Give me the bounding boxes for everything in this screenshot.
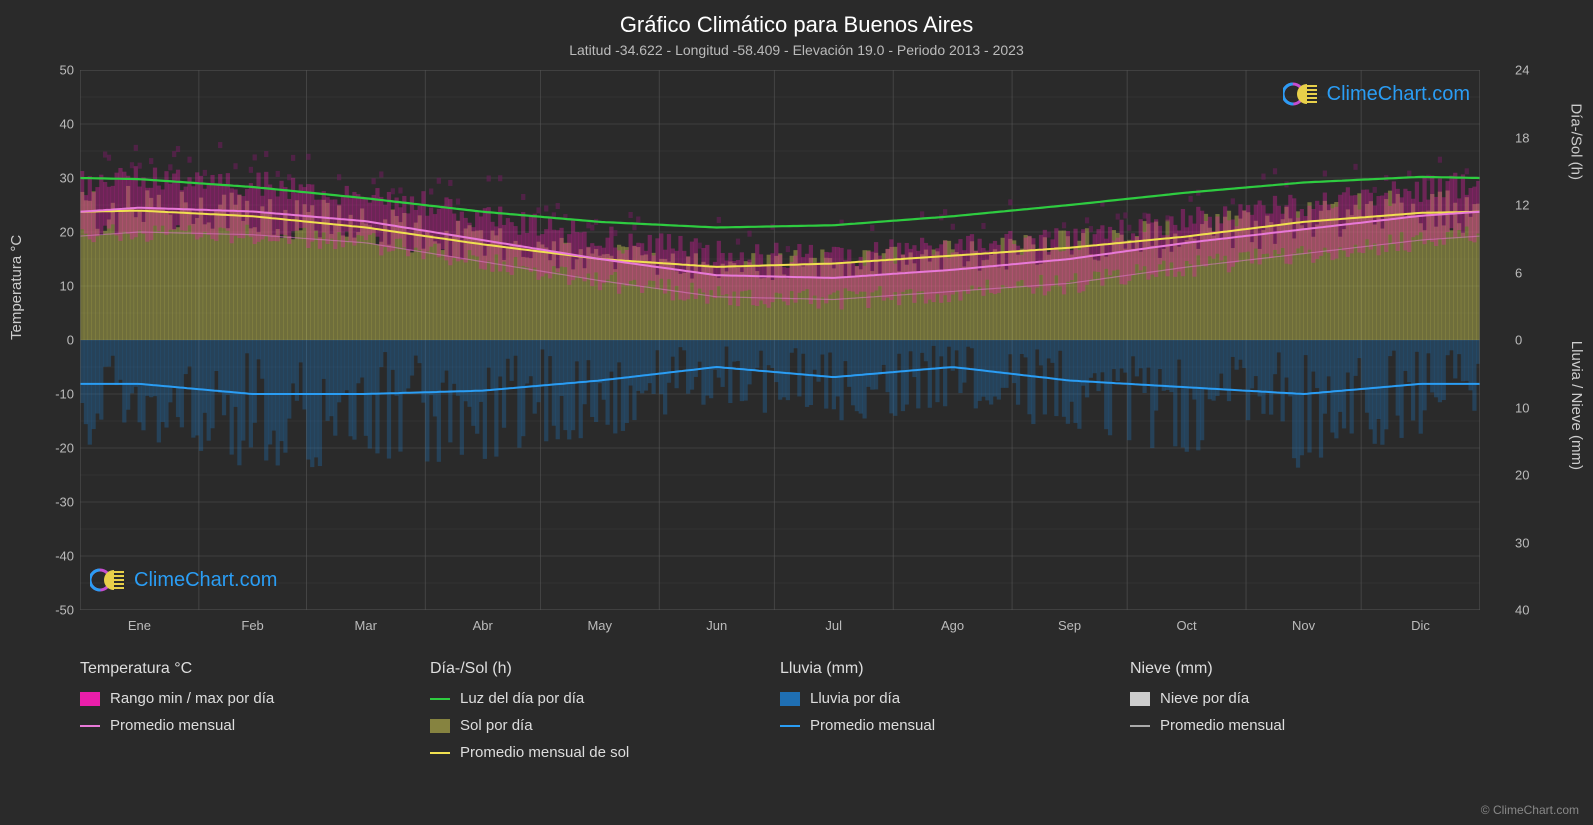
ytick-right: 10 [1515, 400, 1555, 415]
legend-item-sun: Sol por día [430, 717, 780, 734]
xtick-month: Jun [687, 618, 747, 633]
legend-col-snow: Nieve (mm) Nieve por día Promedio mensua… [1130, 660, 1480, 771]
legend-item-snow-daily: Nieve por día [1130, 690, 1480, 707]
chart-container: Gráfico Climático para Buenos Aires Lati… [0, 0, 1593, 825]
xtick-month: Mar [336, 618, 396, 633]
ytick-right: 24 [1515, 63, 1555, 78]
legend-col-temp: Temperatura °C Rango min / max por día P… [80, 660, 430, 771]
swatch-temp-avg [80, 725, 100, 727]
y-axis-right-top-label: Día-/Sol (h) [1568, 103, 1585, 180]
legend-label: Sol por día [460, 717, 533, 734]
swatch-sun-avg [430, 752, 450, 754]
logo-icon [1283, 80, 1319, 108]
legend-item-daylight: Luz del día por día [430, 690, 780, 707]
legend-label: Promedio mensual [810, 717, 935, 734]
xtick-month: Nov [1274, 618, 1334, 633]
legend-item-sun-avg: Promedio mensual de sol [430, 744, 780, 761]
legend-header-rain: Lluvia (mm) [780, 660, 1130, 678]
ytick-right: 6 [1515, 265, 1555, 280]
ytick-left: -50 [34, 603, 74, 618]
legend-item-temp-avg: Promedio mensual [80, 717, 430, 734]
legend-header-daysun: Día-/Sol (h) [430, 660, 780, 678]
legend-label: Nieve por día [1160, 690, 1249, 707]
chart-subtitle: Latitud -34.622 - Longitud -58.409 - Ele… [0, 38, 1593, 58]
legend-label: Promedio mensual [110, 717, 235, 734]
xtick-month: May [570, 618, 630, 633]
y-axis-right-bot-label: Lluvia / Nieve (mm) [1568, 341, 1585, 470]
ytick-left: 20 [34, 225, 74, 240]
legend-label: Promedio mensual [1160, 717, 1285, 734]
ytick-right: 12 [1515, 198, 1555, 213]
xtick-month: Abr [453, 618, 513, 633]
swatch-rain-avg [780, 725, 800, 727]
legend: Temperatura °C Rango min / max por día P… [80, 660, 1480, 771]
ytick-left: 50 [34, 63, 74, 78]
ytick-left: 40 [34, 117, 74, 132]
ytick-right: 20 [1515, 468, 1555, 483]
xtick-month: Sep [1040, 618, 1100, 633]
logo-text: ClimeChart.com [134, 569, 277, 592]
ytick-right: 40 [1515, 603, 1555, 618]
xtick-month: Feb [223, 618, 283, 633]
ytick-right: 0 [1515, 333, 1555, 348]
legend-item-rain-avg: Promedio mensual [780, 717, 1130, 734]
ytick-right: 30 [1515, 535, 1555, 550]
swatch-snow-avg [1130, 725, 1150, 727]
logo-top: ClimeChart.com [1283, 80, 1470, 108]
legend-col-daysun: Día-/Sol (h) Luz del día por día Sol por… [430, 660, 780, 771]
legend-header-snow: Nieve (mm) [1130, 660, 1480, 678]
swatch-rain [780, 692, 800, 706]
xtick-month: Ene [109, 618, 169, 633]
ytick-left: -10 [34, 387, 74, 402]
legend-label: Promedio mensual de sol [460, 744, 629, 761]
ytick-left: 10 [34, 279, 74, 294]
plot-svg [80, 70, 1480, 610]
y-axis-left-label: Temperatura °C [8, 235, 25, 340]
legend-label: Luz del día por día [460, 690, 584, 707]
xtick-month: Ago [923, 618, 983, 633]
logo-text: ClimeChart.com [1327, 83, 1470, 106]
logo-bottom: ClimeChart.com [90, 566, 277, 594]
chart-title: Gráfico Climático para Buenos Aires [0, 0, 1593, 38]
swatch-sun [430, 719, 450, 733]
swatch-temp-range [80, 692, 100, 706]
ytick-left: 30 [34, 171, 74, 186]
xtick-month: Jul [804, 618, 864, 633]
logo-icon [90, 566, 126, 594]
legend-label: Rango min / max por día [110, 690, 274, 707]
ytick-left: -20 [34, 441, 74, 456]
legend-item-temp-range: Rango min / max por día [80, 690, 430, 707]
legend-item-rain-daily: Lluvia por día [780, 690, 1130, 707]
legend-item-snow-avg: Promedio mensual [1130, 717, 1480, 734]
swatch-snow [1130, 692, 1150, 706]
xtick-month: Oct [1157, 618, 1217, 633]
legend-col-rain: Lluvia (mm) Lluvia por día Promedio mens… [780, 660, 1130, 771]
legend-header-temp: Temperatura °C [80, 660, 430, 678]
copyright: © ClimeChart.com [1481, 803, 1579, 817]
ytick-left: -30 [34, 495, 74, 510]
ytick-left: -40 [34, 549, 74, 564]
plot-area: ClimeChart.com ClimeChart.com [80, 70, 1480, 610]
ytick-left: 0 [34, 333, 74, 348]
swatch-daylight [430, 698, 450, 700]
ytick-right: 18 [1515, 130, 1555, 145]
xtick-month: Dic [1391, 618, 1451, 633]
legend-label: Lluvia por día [810, 690, 900, 707]
